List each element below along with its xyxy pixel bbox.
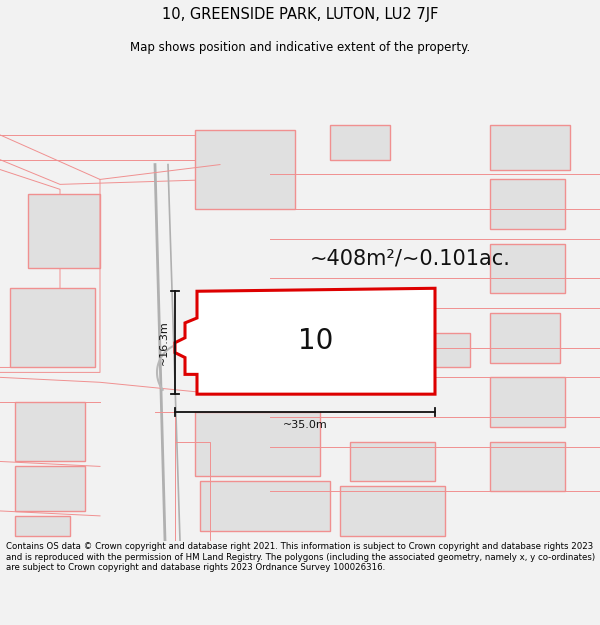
- Text: ~408m²/~0.101ac.: ~408m²/~0.101ac.: [310, 249, 511, 269]
- Polygon shape: [15, 466, 85, 511]
- Polygon shape: [28, 194, 100, 269]
- Polygon shape: [330, 125, 390, 159]
- Text: Map shows position and indicative extent of the property.: Map shows position and indicative extent…: [130, 41, 470, 54]
- Polygon shape: [490, 442, 565, 491]
- Polygon shape: [350, 442, 435, 481]
- Polygon shape: [490, 244, 565, 293]
- Polygon shape: [175, 288, 435, 394]
- Text: 10, GREENSIDE PARK, LUTON, LU2 7JF: 10, GREENSIDE PARK, LUTON, LU2 7JF: [162, 7, 438, 22]
- Polygon shape: [10, 288, 95, 368]
- Polygon shape: [15, 402, 85, 461]
- Text: Contains OS data © Crown copyright and database right 2021. This information is : Contains OS data © Crown copyright and d…: [6, 542, 595, 572]
- Text: ~35.0m: ~35.0m: [283, 420, 328, 430]
- Polygon shape: [490, 179, 565, 229]
- Polygon shape: [195, 130, 295, 209]
- Polygon shape: [15, 516, 70, 536]
- Text: 10: 10: [298, 327, 334, 355]
- Text: ~16.3m: ~16.3m: [159, 321, 169, 365]
- Polygon shape: [430, 332, 470, 367]
- Polygon shape: [490, 378, 565, 427]
- Polygon shape: [490, 313, 560, 362]
- Polygon shape: [340, 486, 445, 536]
- Polygon shape: [200, 481, 330, 531]
- Polygon shape: [490, 125, 570, 169]
- Polygon shape: [195, 412, 320, 476]
